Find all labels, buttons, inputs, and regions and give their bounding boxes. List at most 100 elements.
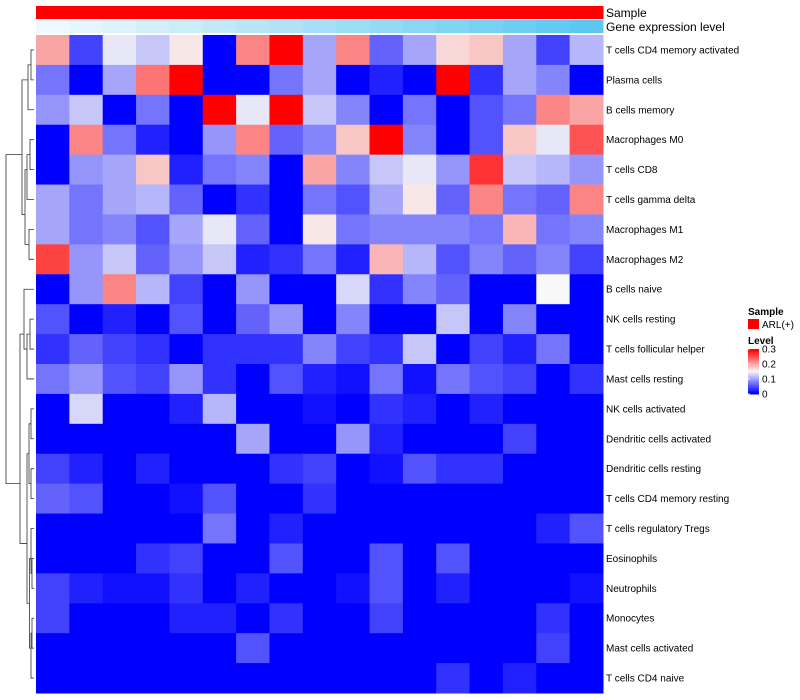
legend-tick-label: 0 <box>762 390 768 401</box>
gene-expression-annotation-bar <box>36 20 604 33</box>
row-label: T cells CD8 <box>606 165 658 176</box>
row-label: T cells CD4 memory resting <box>606 494 729 505</box>
heatmap-cell <box>402 274 437 305</box>
heatmap-cell <box>336 603 371 634</box>
heatmap-cell <box>569 214 604 245</box>
heatmap-cell <box>202 573 237 604</box>
heatmap-cell <box>269 603 304 634</box>
heatmap-cell <box>502 94 537 126</box>
heatmap-cell <box>136 423 170 455</box>
gene-expression-annotation-cell <box>402 20 437 33</box>
heatmap-cell <box>269 334 304 365</box>
sample-annotation-cell <box>436 6 471 19</box>
heatmap-cell <box>369 423 404 455</box>
heatmap-cell <box>69 663 104 694</box>
heatmap-cell <box>569 304 604 335</box>
sample-annotation-cell <box>102 6 137 19</box>
heatmap-cell <box>402 35 437 66</box>
heatmap-cell <box>202 334 237 365</box>
heatmap-cell <box>169 483 204 515</box>
heatmap-cell <box>269 35 304 66</box>
heatmap-cell <box>469 393 504 425</box>
heatmap-cell <box>336 453 371 485</box>
heatmap-cell <box>202 304 237 335</box>
heatmap-cell <box>102 35 137 66</box>
heatmap-cell <box>336 633 371 664</box>
heatmap-cell <box>569 633 604 664</box>
heatmap-cell <box>302 304 337 335</box>
heatmap-cell <box>302 154 337 186</box>
heatmap-cell <box>336 214 371 245</box>
heatmap-cell <box>369 543 404 574</box>
heatmap-cell <box>236 154 270 186</box>
heatmap-cell <box>436 423 471 455</box>
heatmap-cell <box>102 663 137 694</box>
heatmap-cell <box>336 184 371 215</box>
heatmap-cell <box>469 304 504 335</box>
dendrogram-branch <box>28 229 34 260</box>
heatmap-cell <box>69 184 104 215</box>
legend-gradient-step <box>748 374 759 377</box>
heatmap-cell <box>436 35 471 66</box>
heatmap-cell <box>102 633 137 664</box>
heatmap-cell <box>36 274 70 305</box>
heatmap-cell <box>102 543 137 574</box>
heatmap-cell <box>69 334 104 365</box>
dendrogram-branch <box>5 154 22 485</box>
heatmap-cell <box>302 94 337 126</box>
heatmap-cell <box>502 483 537 515</box>
heatmap-cell <box>169 423 204 455</box>
heatmap-cell <box>436 393 471 425</box>
legend-gradient-step <box>748 371 759 374</box>
heatmap-cell <box>36 244 70 275</box>
heatmap-cell <box>436 274 471 305</box>
row-labels: T cells CD4 memory activated Plasma cells… <box>606 45 739 684</box>
gene-expression-annotation-cell <box>536 20 571 33</box>
legend-gradient-step <box>748 383 759 386</box>
heatmap-cell <box>569 64 604 96</box>
heatmap-cell <box>302 35 337 66</box>
heatmap-cell <box>402 513 437 544</box>
heatmap-cell <box>69 513 104 544</box>
heatmap-cell <box>136 214 170 245</box>
heatmap-cell <box>69 453 104 485</box>
heatmap-cell <box>169 214 204 245</box>
heatmap-cell <box>302 364 337 395</box>
heatmap-cell <box>402 304 437 335</box>
heatmap-cell <box>202 214 237 245</box>
heatmap-cell <box>202 124 237 156</box>
heatmap-cell <box>402 154 437 186</box>
heatmap-cell <box>36 364 70 395</box>
heatmap-cell <box>569 423 604 455</box>
heatmap-cell <box>536 423 571 455</box>
heatmap-cell <box>469 453 504 485</box>
heatmap-cell <box>536 154 571 186</box>
gene-expression-annotation-cell <box>302 20 337 33</box>
heatmap-cell <box>469 244 504 275</box>
legend-gradient-step <box>748 353 759 356</box>
heatmap-cell <box>369 304 404 335</box>
heatmap-cell <box>36 94 70 126</box>
heatmap-cell <box>69 393 104 425</box>
row-label: Macrophages M1 <box>606 225 684 236</box>
heatmap-cell <box>569 513 604 544</box>
heatmap-cell <box>136 543 170 574</box>
heatmap-cell <box>336 483 371 515</box>
heatmap-cell <box>202 154 237 186</box>
heatmap-cell <box>502 364 537 395</box>
heatmap-cell <box>369 483 404 515</box>
heatmap-cell <box>469 364 504 395</box>
heatmap-cell <box>436 244 471 275</box>
heatmap-cell <box>102 124 137 156</box>
heatmap-cell <box>269 453 304 485</box>
heatmap-cell <box>102 364 137 395</box>
heatmap-cell <box>536 244 571 275</box>
legend-gradient-step <box>748 358 759 360</box>
heatmap-cell <box>136 663 170 694</box>
heatmap-cell <box>302 184 337 215</box>
heatmap-cell <box>536 513 571 544</box>
legend-gradient-step <box>748 377 759 380</box>
heatmap-cell <box>236 364 270 395</box>
heatmap-cell <box>536 334 571 365</box>
